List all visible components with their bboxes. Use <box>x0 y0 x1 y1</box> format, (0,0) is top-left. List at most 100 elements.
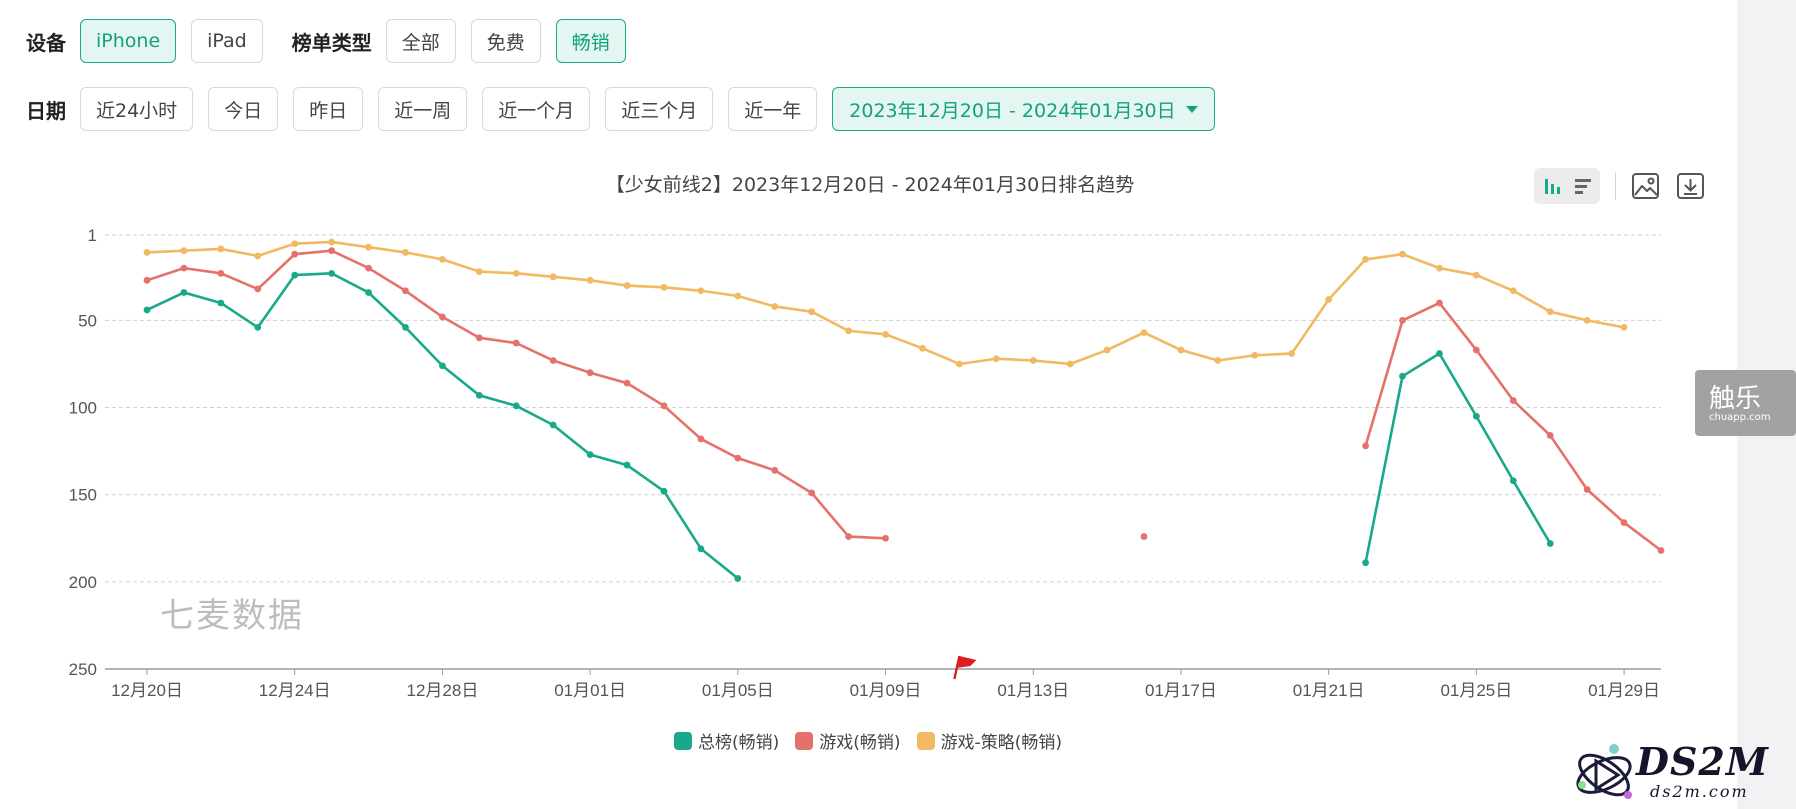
data-point-series-1[interactable] <box>1620 519 1628 526</box>
data-point-series-1[interactable] <box>439 313 446 321</box>
data-point-series-1[interactable] <box>402 287 409 295</box>
device-iphone-button[interactable]: iPhone <box>80 19 177 63</box>
data-point-series-1[interactable] <box>882 534 889 542</box>
data-point-series-0[interactable] <box>623 461 631 469</box>
data-point-series-2[interactable] <box>1546 308 1554 316</box>
data-point-series-1[interactable] <box>1472 346 1480 354</box>
data-point-series-2[interactable] <box>1620 323 1628 331</box>
data-point-series-2[interactable] <box>1436 264 1443 272</box>
data-point-series-2[interactable] <box>1103 346 1111 354</box>
data-point-series-2[interactable] <box>1362 256 1369 263</box>
data-point-series-2[interactable] <box>402 249 409 256</box>
list-icon[interactable] <box>1568 170 1598 202</box>
download-icon[interactable] <box>1675 170 1707 202</box>
data-point-series-2[interactable] <box>808 308 816 316</box>
data-point-series-1[interactable] <box>660 402 668 410</box>
data-point-series-2[interactable] <box>328 238 336 246</box>
image-icon[interactable] <box>1630 170 1662 202</box>
data-point-series-0[interactable] <box>365 289 372 296</box>
data-point-series-1[interactable] <box>1140 533 1148 540</box>
list-type-free-button[interactable]: 免费 <box>470 19 541 63</box>
data-point-series-0[interactable] <box>512 402 520 410</box>
data-point-series-0[interactable] <box>143 306 151 314</box>
date-last-week-button[interactable]: 近一周 <box>378 87 468 131</box>
data-point-series-2[interactable] <box>697 287 705 295</box>
data-point-series-0[interactable] <box>1472 412 1480 420</box>
data-point-series-0[interactable] <box>549 421 557 429</box>
data-point-series-2[interactable] <box>1399 250 1406 258</box>
data-point-series-0[interactable] <box>734 574 742 582</box>
data-point-series-0[interactable] <box>254 323 262 331</box>
data-point-series-1[interactable] <box>1362 442 1369 450</box>
data-point-series-1[interactable] <box>734 454 742 462</box>
data-point-series-1[interactable] <box>365 264 372 272</box>
data-point-series-1[interactable] <box>771 466 779 474</box>
data-point-series-2[interactable] <box>1214 357 1222 364</box>
data-point-series-2[interactable] <box>143 249 151 256</box>
data-point-series-1[interactable] <box>623 379 631 387</box>
data-point-series-2[interactable] <box>217 245 225 253</box>
data-point-series-0[interactable] <box>1362 559 1369 567</box>
date-yesterday-button[interactable]: 昨日 <box>293 87 364 131</box>
date-last-year-button[interactable]: 近一年 <box>728 87 818 131</box>
data-point-series-1[interactable] <box>549 357 557 364</box>
date-last-24h-button[interactable]: 近24小时 <box>80 87 194 131</box>
data-point-series-2[interactable] <box>180 247 188 255</box>
data-point-series-0[interactable] <box>697 545 705 553</box>
data-point-series-1[interactable] <box>845 533 853 540</box>
data-point-series-2[interactable] <box>1140 329 1148 337</box>
data-point-series-0[interactable] <box>1509 477 1517 485</box>
date-today-button[interactable]: 今日 <box>208 87 279 131</box>
data-point-series-0[interactable] <box>475 391 483 399</box>
data-point-series-2[interactable] <box>1066 360 1074 368</box>
data-point-series-2[interactable] <box>771 303 779 310</box>
data-point-series-2[interactable] <box>955 360 963 368</box>
data-point-series-2[interactable] <box>1029 357 1037 364</box>
data-point-series-1[interactable] <box>808 489 816 497</box>
data-point-series-1[interactable] <box>586 369 594 377</box>
data-point-series-2[interactable] <box>512 269 520 277</box>
data-point-series-1[interactable] <box>217 269 225 277</box>
date-last-3-months-button[interactable]: 近三个月 <box>605 87 714 131</box>
data-point-series-2[interactable] <box>1177 346 1185 354</box>
date-last-month-button[interactable]: 近一个月 <box>482 87 591 131</box>
data-point-series-1[interactable] <box>512 339 520 347</box>
bar-chart-icon[interactable] <box>1538 170 1568 202</box>
list-type-grossing-button[interactable]: 畅销 <box>555 19 626 63</box>
data-point-series-2[interactable] <box>1325 296 1333 303</box>
data-point-series-1[interactable] <box>1657 547 1665 554</box>
data-point-series-2[interactable] <box>475 268 483 276</box>
data-point-series-2[interactable] <box>439 256 446 263</box>
data-point-series-1[interactable] <box>1399 317 1406 324</box>
data-point-series-2[interactable] <box>660 283 668 291</box>
data-point-series-0[interactable] <box>1399 372 1406 380</box>
data-point-series-0[interactable] <box>1436 350 1443 357</box>
list-type-all-button[interactable]: 全部 <box>385 19 456 63</box>
data-point-series-2[interactable] <box>1509 287 1517 295</box>
data-point-series-2[interactable] <box>623 282 631 289</box>
legend-item-game[interactable]: 游戏(畅销) <box>795 728 901 753</box>
data-point-series-2[interactable] <box>586 276 594 284</box>
data-point-series-0[interactable] <box>1546 540 1554 547</box>
data-point-series-2[interactable] <box>845 327 853 335</box>
data-point-series-0[interactable] <box>660 487 668 495</box>
data-point-series-1[interactable] <box>1436 299 1443 307</box>
chuapp-badge[interactable]: 触乐 chuapp.com <box>1695 370 1796 436</box>
data-point-series-1[interactable] <box>1546 432 1554 439</box>
data-point-series-1[interactable] <box>1583 486 1591 493</box>
data-point-series-0[interactable] <box>180 289 188 296</box>
data-point-series-1[interactable] <box>328 247 336 255</box>
data-point-series-2[interactable] <box>1288 350 1296 357</box>
data-point-series-2[interactable] <box>992 355 1000 363</box>
data-point-series-2[interactable] <box>291 240 299 248</box>
data-point-series-0[interactable] <box>586 451 594 459</box>
data-point-series-1[interactable] <box>254 285 262 293</box>
data-point-series-2[interactable] <box>365 243 372 251</box>
data-point-series-1[interactable] <box>143 276 151 284</box>
data-point-series-1[interactable] <box>697 435 705 443</box>
device-ipad-button[interactable]: iPad <box>191 19 263 63</box>
data-point-series-2[interactable] <box>734 292 742 300</box>
data-point-series-1[interactable] <box>475 334 483 342</box>
data-point-series-2[interactable] <box>1472 271 1480 279</box>
event-flag-icon[interactable] <box>953 655 977 680</box>
